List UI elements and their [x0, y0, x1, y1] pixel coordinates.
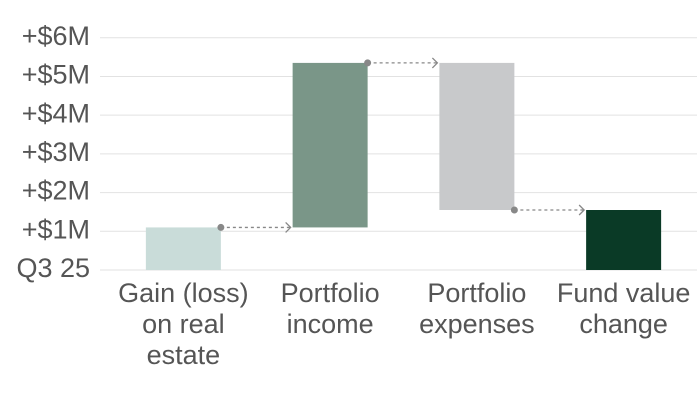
connector-arrow — [578, 204, 586, 216]
bar — [439, 62, 515, 210]
connector-dot — [217, 223, 225, 231]
x-tick-label: Fund value change — [556, 278, 691, 339]
x-tick-label: Gain (loss) on real estate — [118, 278, 249, 370]
y-tick-label: +$6M — [22, 21, 90, 51]
bar — [586, 210, 662, 270]
y-tick-label: +$1M — [22, 214, 90, 244]
connector-arrow — [285, 221, 292, 233]
y-tick-label: Q3 25 — [16, 253, 90, 283]
bar — [145, 227, 221, 270]
y-tick-label: +$2M — [22, 176, 90, 206]
connector-dot — [364, 59, 372, 67]
bar — [292, 62, 368, 228]
connector-dot — [510, 206, 518, 214]
y-tick-label: +$3M — [22, 137, 90, 167]
y-tick-label: +$4M — [22, 98, 90, 128]
connector-arrow — [431, 57, 439, 69]
x-tick-label: Portfolio income — [280, 278, 380, 339]
x-tick-label: Portfolio expenses — [419, 278, 535, 339]
y-tick-label: +$5M — [22, 60, 90, 90]
